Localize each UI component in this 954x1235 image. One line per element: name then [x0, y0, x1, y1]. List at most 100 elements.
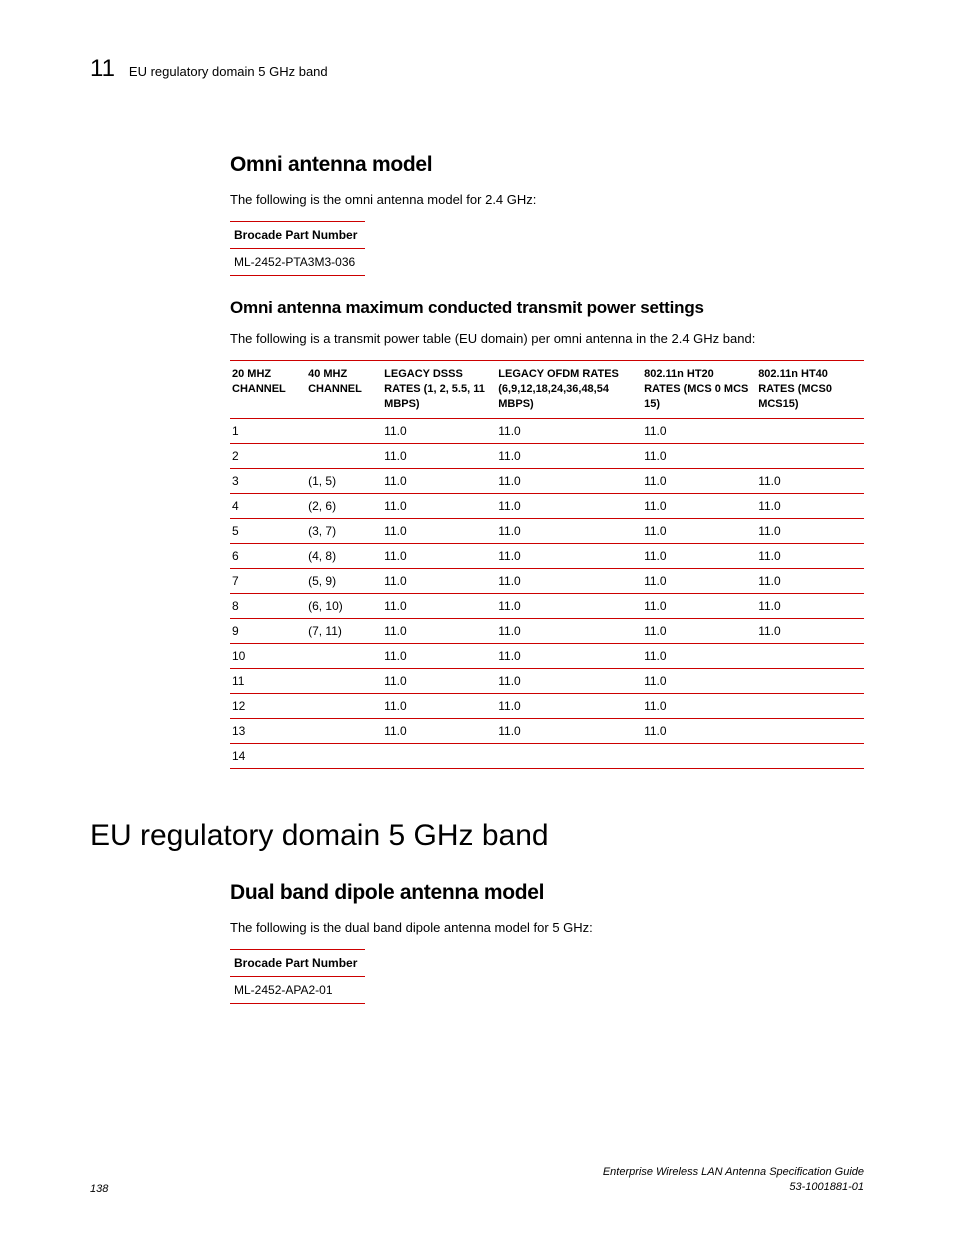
table-cell: 1 — [230, 418, 306, 443]
table-cell: 6 — [230, 543, 306, 568]
table-cell: 9 — [230, 618, 306, 643]
table-cell: 11.0 — [382, 693, 496, 718]
part-table-value-2: ML-2452-APA2-01 — [230, 977, 365, 1004]
table-cell: 11.0 — [756, 518, 864, 543]
section1-subintro: The following is a transmit power table … — [230, 330, 864, 348]
table-cell: 11.0 — [382, 443, 496, 468]
table-cell — [642, 743, 756, 768]
table-cell — [306, 743, 382, 768]
table-cell: 11.0 — [756, 618, 864, 643]
table-cell: 11.0 — [382, 618, 496, 643]
table-cell: 11.0 — [382, 468, 496, 493]
table-cell: (6, 10) — [306, 593, 382, 618]
table-cell — [496, 743, 642, 768]
table-cell — [382, 743, 496, 768]
table-cell — [306, 718, 382, 743]
table-cell: 11.0 — [382, 568, 496, 593]
table-cell: 11.0 — [756, 543, 864, 568]
table-row: 9(7, 11)11.011.011.011.0 — [230, 618, 864, 643]
table-cell: 11.0 — [642, 568, 756, 593]
table-row: 14 — [230, 743, 864, 768]
table-cell: 11.0 — [642, 518, 756, 543]
table-cell: 11.0 — [496, 568, 642, 593]
table-cell: 11.0 — [496, 493, 642, 518]
part-table-value: ML-2452-PTA3M3-036 — [230, 249, 365, 276]
table-cell: 11.0 — [756, 468, 864, 493]
table-cell — [756, 743, 864, 768]
table-col-header: 802.11n HT20 RATES (MCS 0 MCS 15) — [642, 361, 756, 419]
table-col-header: LEGACY OFDM RATES (6,9,12,18,24,36,48,54… — [496, 361, 642, 419]
table-cell: 2 — [230, 443, 306, 468]
table-cell: 11.0 — [642, 593, 756, 618]
table-col-header: 40 MHZ CHANNEL — [306, 361, 382, 419]
table-col-header: 20 MHZ CHANNEL — [230, 361, 306, 419]
table-cell: 11 — [230, 668, 306, 693]
part-table-header-2: Brocade Part Number — [230, 950, 365, 977]
table-cell: 11.0 — [642, 418, 756, 443]
table-cell: (5, 9) — [306, 568, 382, 593]
table-row: 111.011.011.0 — [230, 418, 864, 443]
table-row: 1011.011.011.0 — [230, 643, 864, 668]
table-cell: 11.0 — [642, 643, 756, 668]
table-cell: 11.0 — [382, 493, 496, 518]
section1-intro: The following is the omni antenna model … — [230, 191, 864, 209]
section2-heading: EU regulatory domain 5 GHz band — [90, 819, 864, 853]
table-cell: 11.0 — [382, 593, 496, 618]
table-cell: 11.0 — [496, 668, 642, 693]
table-cell: 12 — [230, 693, 306, 718]
table-cell: 11.0 — [496, 618, 642, 643]
table-cell — [756, 418, 864, 443]
table-cell: 11.0 — [642, 718, 756, 743]
table-cell: 11.0 — [756, 568, 864, 593]
table-col-header: 802.11n HT40 RATES (MCS0 MCS15) — [756, 361, 864, 419]
table-cell: 5 — [230, 518, 306, 543]
table-cell: 14 — [230, 743, 306, 768]
table-cell: 11.0 — [496, 518, 642, 543]
table-cell: 11.0 — [496, 643, 642, 668]
table-cell: 11.0 — [382, 518, 496, 543]
table-row: 4(2, 6)11.011.011.011.0 — [230, 493, 864, 518]
header-title: EU regulatory domain 5 GHz band — [129, 64, 328, 79]
table-cell: 8 — [230, 593, 306, 618]
table-cell — [756, 693, 864, 718]
table-row: 211.011.011.0 — [230, 443, 864, 468]
table-cell: (1, 5) — [306, 468, 382, 493]
table-cell — [756, 668, 864, 693]
table-cell — [756, 443, 864, 468]
table-cell: 11.0 — [756, 493, 864, 518]
table-cell: 11.0 — [496, 443, 642, 468]
table-cell: 11.0 — [642, 668, 756, 693]
table-cell: 7 — [230, 568, 306, 593]
table-cell: 11.0 — [642, 443, 756, 468]
table-row: 3(1, 5)11.011.011.011.0 — [230, 468, 864, 493]
table-row: 7(5, 9)11.011.011.011.0 — [230, 568, 864, 593]
table-cell: 11.0 — [382, 418, 496, 443]
table-cell — [306, 643, 382, 668]
table-cell: 11.0 — [496, 693, 642, 718]
section1-subheading: Omni antenna maximum conducted transmit … — [230, 298, 864, 318]
part-table-header: Brocade Part Number — [230, 222, 365, 249]
table-cell: (4, 8) — [306, 543, 382, 568]
table-header-row: 20 MHZ CHANNEL40 MHZ CHANNELLEGACY DSSS … — [230, 361, 864, 419]
table-cell — [756, 643, 864, 668]
table-cell — [306, 693, 382, 718]
section2-subheading: Dual band dipole antenna model — [230, 881, 864, 905]
table-row: 8(6, 10)11.011.011.011.0 — [230, 593, 864, 618]
table-row: 1111.011.011.0 — [230, 668, 864, 693]
table-cell: 11.0 — [382, 643, 496, 668]
table-cell: 11.0 — [642, 618, 756, 643]
transmit-power-table: 20 MHZ CHANNEL40 MHZ CHANNELLEGACY DSSS … — [230, 360, 864, 769]
footer-guide: Enterprise Wireless LAN Antenna Specific… — [603, 1165, 864, 1180]
page-header: 11 EU regulatory domain 5 GHz band — [90, 55, 864, 83]
table-cell: (7, 11) — [306, 618, 382, 643]
table-cell: 11.0 — [382, 718, 496, 743]
table-cell: 4 — [230, 493, 306, 518]
table-cell: 11.0 — [642, 468, 756, 493]
table-cell — [306, 418, 382, 443]
page-number: 138 — [90, 1183, 108, 1195]
table-cell: 11.0 — [496, 593, 642, 618]
table-cell: 11.0 — [382, 543, 496, 568]
table-cell — [306, 443, 382, 468]
part-number-table-2: Brocade Part Number ML-2452-APA2-01 — [230, 949, 365, 1004]
section2-intro: The following is the dual band dipole an… — [230, 919, 864, 937]
